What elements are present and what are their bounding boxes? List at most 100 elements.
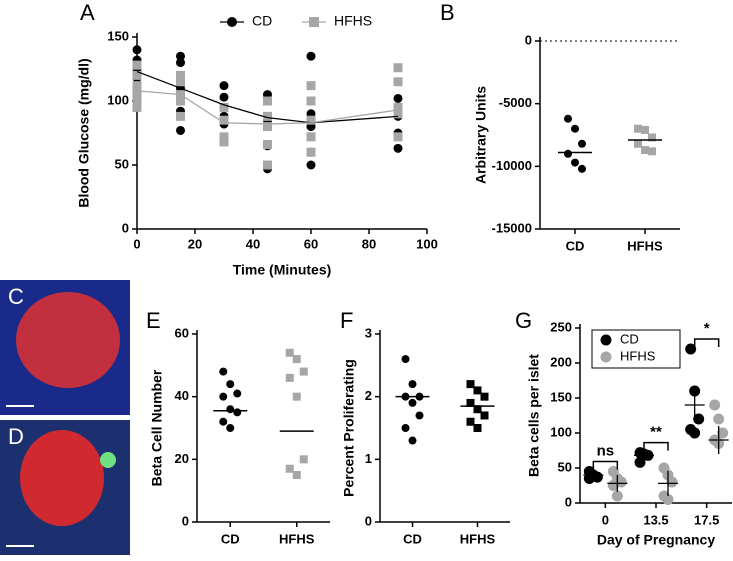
y-tick-label: -5000	[499, 95, 532, 110]
data-point	[263, 140, 272, 150]
significance-label: *	[704, 320, 710, 337]
data-point	[219, 137, 229, 147]
x-tick-label: CD	[403, 531, 422, 546]
y-axis-label: Blood Glucose (mg/dl)	[76, 58, 92, 207]
data-point	[564, 114, 572, 123]
data-point	[393, 93, 403, 103]
data-point	[219, 115, 229, 125]
data-point	[176, 51, 185, 61]
data-point	[473, 386, 482, 395]
data-point	[285, 348, 294, 357]
y-axis-label: Beta cells per islet	[526, 354, 542, 477]
data-point	[693, 413, 705, 425]
data-point	[393, 102, 403, 112]
y-tick-label: 0	[122, 220, 129, 235]
data-point	[219, 367, 228, 376]
x-tick-label: CD	[566, 238, 585, 253]
data-point	[408, 380, 417, 389]
data-point	[233, 408, 242, 417]
data-point	[132, 81, 142, 91]
panel-label: G	[515, 308, 532, 333]
data-point	[685, 343, 697, 355]
y-tick-label: 50	[115, 156, 129, 171]
data-point	[641, 146, 649, 155]
data-point	[176, 58, 185, 68]
data-point	[662, 494, 674, 505]
data-point	[480, 411, 489, 420]
panel-label: B	[440, 0, 455, 25]
data-point	[571, 158, 579, 167]
panel-label: A	[80, 0, 95, 25]
image-c	[0, 280, 130, 415]
bracket	[693, 338, 720, 347]
data-point	[176, 96, 185, 106]
data-point	[292, 355, 301, 364]
x-tick-label: CD	[221, 531, 240, 546]
data-point	[473, 424, 482, 432]
data-point	[132, 102, 142, 112]
data-point	[263, 111, 272, 121]
data-point	[292, 471, 301, 479]
data-point	[233, 389, 242, 398]
y-tick-label: 100	[550, 424, 572, 439]
data-point	[480, 392, 489, 401]
data-point	[634, 124, 642, 133]
y-axis-label: Beta Cell Number	[149, 369, 165, 486]
data-point	[466, 398, 475, 407]
data-point	[648, 147, 656, 156]
data-point	[219, 392, 228, 401]
data-point	[292, 392, 301, 401]
data-point	[578, 139, 586, 148]
data-point	[226, 405, 235, 414]
panel-label: E	[146, 308, 161, 333]
y-axis-label: Arbitrary Units	[473, 86, 489, 184]
data-point	[176, 70, 185, 80]
x-tick-label: 0	[133, 236, 140, 251]
y-tick-label: 60	[175, 325, 189, 340]
y-tick-label: 2	[365, 388, 372, 403]
data-point	[709, 399, 721, 411]
y-tick-label: 250	[550, 319, 572, 334]
data-point	[226, 424, 235, 432]
data-point	[176, 111, 185, 121]
data-point	[648, 133, 656, 142]
data-point	[466, 380, 475, 389]
y-tick-label: 150	[550, 389, 572, 404]
data-point	[306, 51, 316, 61]
x-tick-label: 17.5	[694, 512, 719, 527]
x-tick-label: 60	[304, 236, 318, 251]
mean-line	[136, 90, 399, 125]
data-point	[306, 81, 316, 91]
data-point	[219, 132, 229, 142]
legend-marker	[600, 351, 612, 363]
data-point	[634, 456, 646, 468]
data-point	[219, 417, 228, 426]
data-point	[306, 160, 316, 170]
x-tick-label: 40	[246, 236, 260, 251]
data-point	[263, 96, 272, 106]
data-point	[571, 124, 579, 133]
data-point	[666, 476, 678, 488]
data-point	[473, 405, 482, 414]
data-point	[611, 490, 623, 502]
data-point	[408, 436, 417, 445]
x-tick-label: 13.5	[643, 512, 668, 527]
y-tick-label: 0	[365, 513, 372, 528]
panel-label: F	[340, 308, 353, 333]
data-point	[219, 92, 229, 102]
data-point	[176, 77, 185, 87]
data-point	[393, 109, 403, 119]
data-point	[306, 96, 316, 106]
x-tick-label: HFHS	[627, 238, 663, 253]
y-tick-label: 20	[175, 451, 189, 466]
y-tick-label: 0	[565, 494, 572, 509]
legend-marker	[600, 334, 612, 346]
data-point	[401, 355, 410, 364]
significance-label: **	[650, 424, 662, 441]
y-tick-label: 0	[525, 32, 532, 47]
y-axis-label: Percent Proliferating	[341, 359, 357, 497]
data-point	[132, 60, 142, 70]
data-point	[299, 367, 308, 376]
data-point	[401, 424, 410, 432]
data-point	[132, 45, 142, 55]
